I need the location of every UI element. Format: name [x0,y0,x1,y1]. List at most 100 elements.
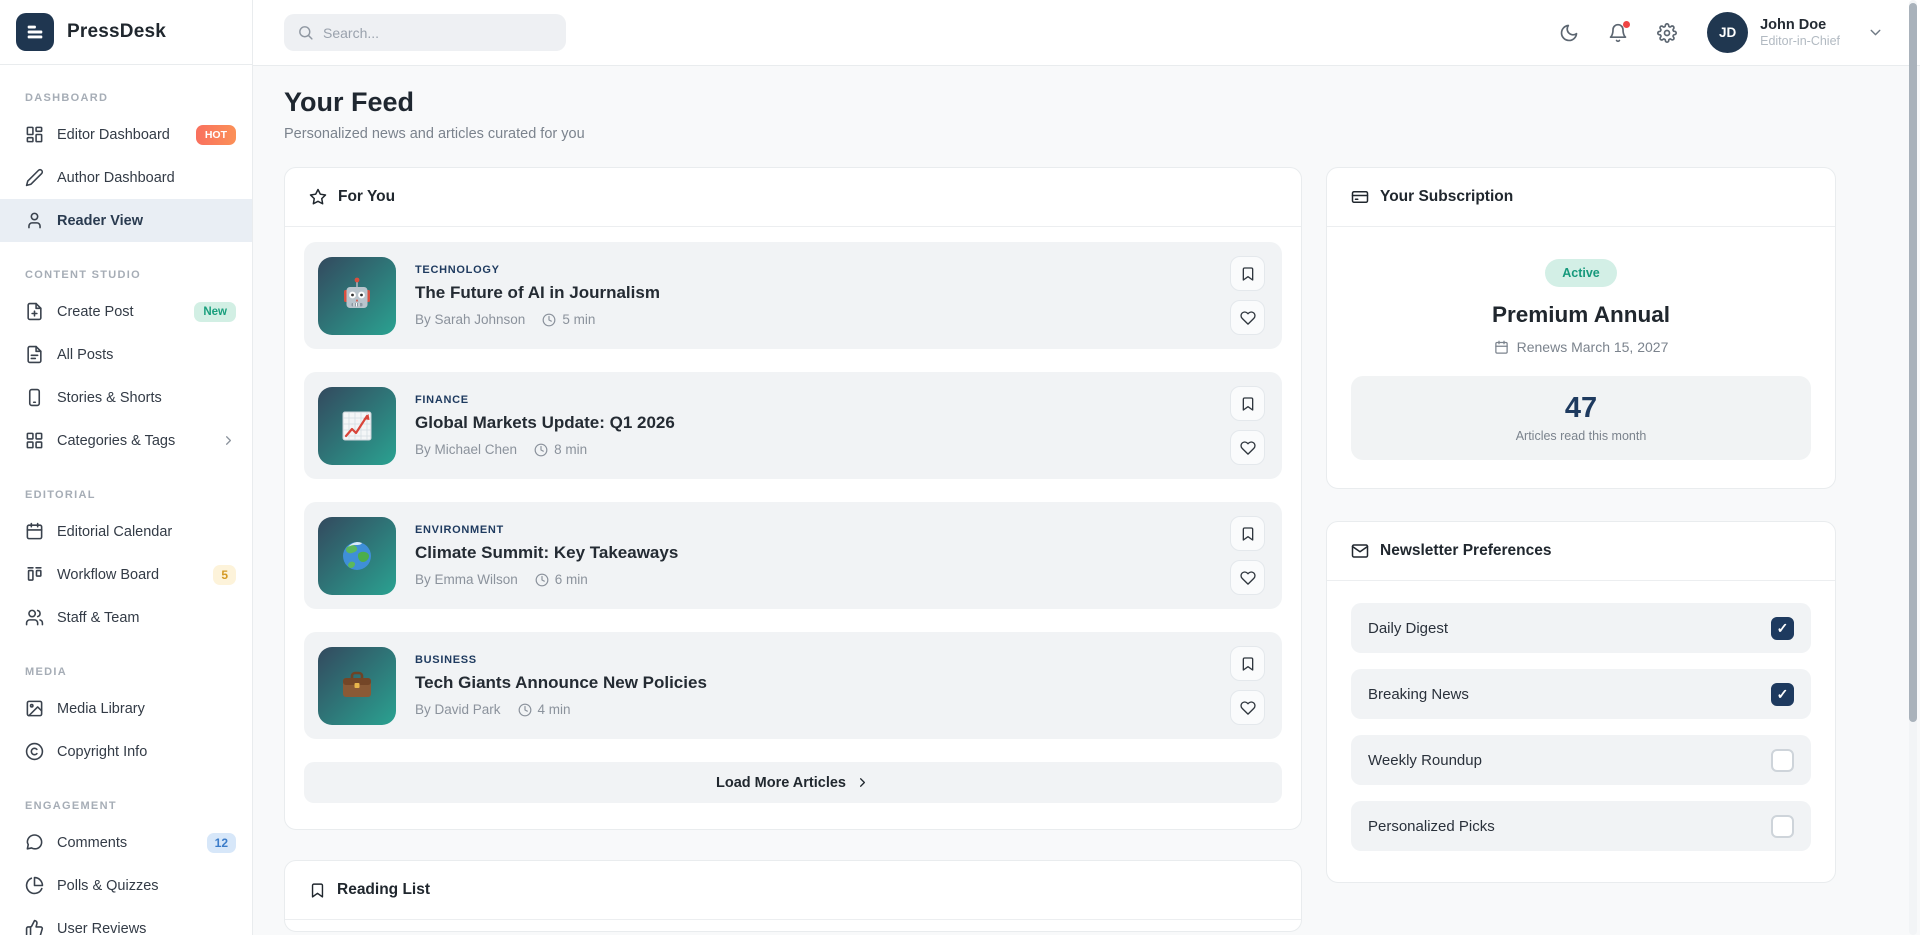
main-area: JD John Doe Editor-in-Chief Your Feed Pe… [253,0,1920,935]
for-you-header: For You [285,168,1301,227]
newsletter-option-personalized-picks[interactable]: Personalized Picks [1351,801,1811,851]
section-label-engagement: ENGAGEMENT [25,800,117,812]
user-icon [25,211,44,230]
thumbs-up-icon [25,919,44,935]
checkbox[interactable] [1771,814,1794,838]
reading-list-title: Reading List [337,881,431,898]
sidebar-item-label: Workflow Board [57,566,160,583]
for-you-card: For You [284,167,1302,830]
user-role: Editor-in-Chief [1760,33,1840,48]
sidebar-item-label: Stories & Shorts [57,389,162,406]
bookmark-icon [309,882,326,899]
sidebar-item-editor-dashboard[interactable]: Editor Dashboard HOT [0,113,252,156]
article-category: FINANCE [415,394,469,406]
heart-icon [1239,440,1256,456]
sidebar-item-editorial-calendar[interactable]: Editorial Calendar [0,510,252,553]
article-row[interactable]: FINANCE Global Markets Update: Q1 2026 B… [304,372,1282,479]
settings-gear-icon[interactable] [1657,22,1678,43]
heart-icon [1239,700,1256,716]
bookmark-button[interactable] [1230,646,1265,681]
bookmark-button[interactable] [1230,516,1265,551]
sidebar-item-author-dashboard[interactable]: Author Dashboard [0,156,252,199]
newsletter-header: Newsletter Preferences [1327,522,1835,581]
notifications-bell-icon[interactable] [1608,20,1631,43]
topbar: JD John Doe Editor-in-Chief [253,0,1920,66]
sidebar-item-reader-view[interactable]: Reader View [0,199,252,242]
sidebar-item-create-post[interactable]: Create Post New [0,290,252,333]
section-label-dashboard: DASHBOARD [25,92,109,104]
bookmark-icon [1240,396,1256,412]
sidebar-item-polls-quizzes[interactable]: Polls & Quizzes [0,864,252,907]
dark-mode-moon-icon[interactable] [1559,23,1579,43]
like-button[interactable] [1230,690,1265,725]
like-button[interactable] [1230,300,1265,335]
sidebar-item-label: Media Library [57,700,145,717]
section-label-editorial: EDITORIAL [25,489,96,501]
page-title: Your Feed [284,87,415,117]
users-icon [25,608,44,627]
sidebar-item-staff-team[interactable]: Staff & Team [0,596,252,639]
newsletter-option-daily-digest[interactable]: Daily Digest [1351,603,1811,653]
count-badge: 5 [213,564,236,585]
sidebar-item-user-reviews[interactable]: User Reviews [0,907,252,935]
article-row[interactable]: TECHNOLOGY The Future of AI in Journalis… [304,242,1282,349]
smartphone-icon [25,388,44,407]
article-author: By Sarah Johnson [415,312,526,327]
sidebar-item-categories-tags[interactable]: Categories & Tags [0,419,252,462]
article-actions [1230,516,1268,595]
clock-icon [535,573,549,587]
checkbox[interactable] [1771,682,1794,706]
option-label: Weekly Roundup [1368,751,1482,769]
sidebar-item-label: Comments [57,834,128,851]
for-you-title: For You [338,188,396,205]
section-label-content-studio: CONTENT STUDIO [25,269,141,281]
newsletter-option-weekly-roundup[interactable]: Weekly Roundup [1351,735,1811,785]
bookmark-button[interactable] [1230,386,1265,421]
file-text-icon [25,345,44,364]
newsletter-title: Newsletter Preferences [1380,542,1552,559]
sidebar-item-workflow-board[interactable]: Workflow Board 5 [0,553,252,596]
newsletter-option-breaking-news[interactable]: Breaking News [1351,669,1811,719]
search-wrap [284,14,566,51]
chevron-down-icon[interactable] [1867,24,1884,41]
new-badge: New [194,301,236,322]
sidebar-item-stories-shorts[interactable]: Stories & Shorts [0,376,252,419]
search-input[interactable] [284,14,566,51]
sidebar-item-all-posts[interactable]: All Posts [0,333,252,376]
calendar-icon [25,522,44,541]
article-row[interactable]: BUSINESS Tech Giants Announce New Polici… [304,632,1282,739]
sidebar-item-media-library[interactable]: Media Library [0,687,252,730]
chevron-right-icon [855,775,870,790]
hot-badge: HOT [195,124,236,145]
article-info: ENVIRONMENT Climate Summit: Key Takeaway… [396,524,1230,587]
article-read-time: 6 min [554,572,588,587]
avatar[interactable]: JD [1707,12,1749,53]
load-more-articles-button[interactable]: Load More Articles [304,762,1282,803]
subscription-header: Your Subscription [1327,168,1835,227]
article-info: BUSINESS Tech Giants Announce New Polici… [396,654,1230,717]
sidebar-item-label: Create Post [57,303,134,320]
article-row[interactable]: ENVIRONMENT Climate Summit: Key Takeaway… [304,502,1282,609]
article-meta: By Sarah Johnson 5 min [415,312,1230,327]
kanban-icon [25,565,44,584]
checkbox[interactable] [1771,748,1794,772]
checkbox[interactable] [1771,616,1794,640]
load-more-label: Load More Articles [716,774,846,791]
scrollbar-thumb[interactable] [1909,3,1917,722]
sidebar-item-comments[interactable]: Comments 12 [0,821,252,864]
article-title: Climate Summit: Key Takeaways [415,543,679,562]
article-title: Global Markets Update: Q1 2026 [415,413,675,432]
article-title: Tech Giants Announce New Policies [415,673,707,692]
like-button[interactable] [1230,430,1265,465]
option-label: Daily Digest [1368,619,1449,637]
sidebar-item-copyright-info[interactable]: Copyright Info [0,730,252,773]
heart-icon [1239,570,1256,586]
article-title: The Future of AI in Journalism [415,283,660,302]
count-badge: 12 [206,832,236,853]
bookmark-button[interactable] [1230,256,1265,291]
like-button[interactable] [1230,560,1265,595]
article-author: By David Park [415,702,501,717]
topbar-right: JD John Doe Editor-in-Chief [1530,12,1884,53]
pencil-icon [25,168,44,187]
